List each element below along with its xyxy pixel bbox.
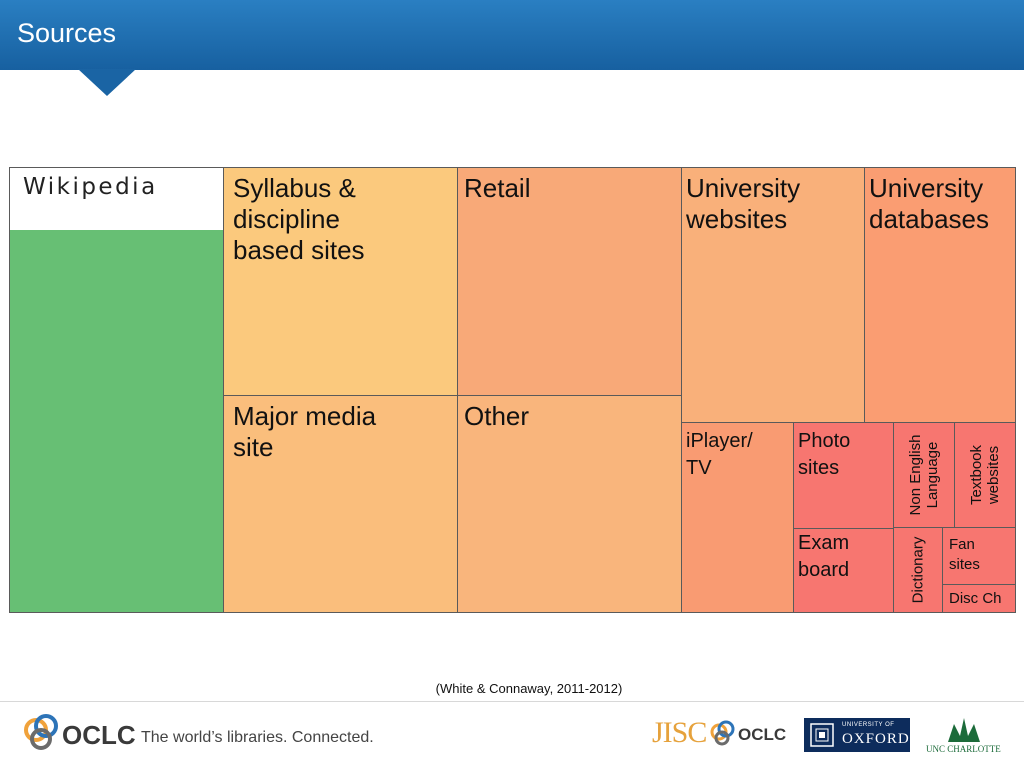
label-other: Other	[464, 401, 530, 431]
label-university-databases: University databases	[869, 173, 989, 235]
citation: (White & Connaway, 2011-2012)	[435, 681, 623, 696]
cell-major-media: Major media site	[223, 395, 458, 613]
label-fan-sites: Fan sites	[949, 536, 980, 574]
cell-other: Other	[457, 395, 682, 613]
cell-disc-ch: Disc Ch	[942, 584, 1016, 613]
cell-fan-sites: Fan sites	[942, 527, 1016, 585]
label-retail: Retail	[464, 173, 531, 203]
wikipedia-logo: Wikipedia	[23, 174, 158, 200]
cell-photo-sites: Photo sites	[793, 422, 894, 529]
oclc-small-wordmark: OCLC	[738, 725, 787, 744]
wikipedia-logo-background	[10, 168, 223, 230]
label-textbook-websites: Textbook websites	[967, 444, 1002, 506]
footer-divider	[0, 701, 1024, 702]
unc-charlotte-wordmark: UNC CHARLOTTE	[926, 744, 1001, 754]
cell-exam-board: Exam board	[793, 528, 894, 613]
oxford-logo: UNIVERSITY OF OXFORD	[804, 718, 910, 752]
title-bar: Sources	[0, 0, 1024, 70]
label-photo-sites: Photo sites	[798, 430, 851, 479]
oclc-wordmark: OCLC	[62, 720, 136, 750]
slide-title: Sources	[17, 18, 117, 48]
footer: OCLC The world’s libraries. Connected. J…	[0, 702, 1024, 768]
oclc-tagline: The world’s libraries. Connected.	[141, 729, 374, 746]
cell-dictionary: Dictionary	[893, 527, 943, 613]
cell-university-websites: University websites	[681, 167, 865, 423]
label-major-media: Major media site	[233, 401, 377, 463]
oxford-crest-icon	[810, 723, 834, 747]
title-notch	[78, 69, 136, 96]
label-university-websites: University websites	[686, 173, 801, 235]
oclc-logo-icon	[24, 714, 58, 750]
cell-retail: Retail	[457, 167, 682, 396]
cell-university-databases: University databases	[864, 167, 1016, 423]
label-exam-board: Exam board	[798, 532, 850, 581]
oxford-university-of: UNIVERSITY OF	[842, 722, 895, 728]
label-non-english-language: Non English Language	[906, 434, 941, 516]
oclc-small-logo-icon	[710, 720, 735, 746]
cell-iplayer-tv: iPlayer/ TV	[681, 422, 794, 613]
label-dictionary: Dictionary	[909, 536, 927, 604]
oxford-wordmark: OXFORD	[842, 731, 910, 747]
cell-wikipedia: Wikipedia	[9, 167, 224, 613]
cell-syllabus-discipline: Syllabus & discipline based sites	[223, 167, 458, 396]
cell-textbook-websites: Textbook websites	[954, 422, 1016, 528]
cell-non-english-language: Non English Language	[893, 422, 955, 528]
unc-charlotte-crown-icon	[948, 718, 980, 742]
label-syllabus-discipline: Syllabus & discipline based sites	[233, 173, 365, 266]
label-iplayer-tv: iPlayer/ TV	[686, 430, 753, 479]
label-disc-ch: Disc Ch	[949, 590, 1002, 607]
jisc-logo: JISC	[652, 716, 707, 749]
